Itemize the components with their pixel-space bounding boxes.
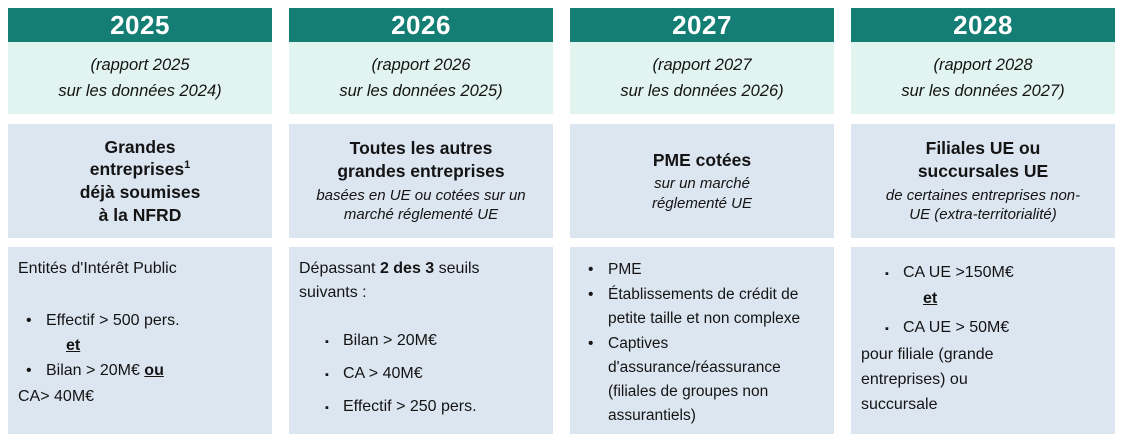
- scope-panel-2026: Toutes les autres grandes entreprises ba…: [289, 124, 553, 238]
- criteria-item: • Bilan > 20M€ ou: [18, 359, 264, 383]
- footnote-marker: 1: [184, 159, 191, 172]
- criteria-text: Effectif > 250 pers.: [343, 398, 477, 415]
- scope-subtitle-2028: de certaines entreprises non-UE (extra-t…: [885, 186, 1081, 224]
- criteria-item: ▪ Effectif > 250 pers.: [319, 395, 545, 419]
- report-note-2026: (rapport 2026 sur les données 2025): [289, 42, 553, 114]
- criteria-text: Effectif > 500 pers.: [46, 312, 180, 329]
- criteria-text: CA UE > 50M€: [903, 318, 1010, 336]
- scope-panel-2028: Filiales UE ou succursales UE de certain…: [851, 124, 1115, 238]
- year-header-2026: 2026: [289, 8, 553, 42]
- column-2027: 2027 (rapport 2027 sur les données 2026)…: [570, 8, 834, 440]
- criteria-text: Bilan > 20M€ ou: [46, 359, 164, 383]
- scope-panel-2025: Grandes entreprises1 déjà soumises à la N…: [8, 124, 272, 238]
- scope-subtitle-2026: basées en UE ou cotées sur un marché rég…: [316, 186, 526, 224]
- criteria-item: ▪ CA > 40M€: [319, 362, 545, 386]
- scope-subtitle-2027: sur un marché réglementé UE: [651, 175, 753, 212]
- scope-title-text: Grandes entreprises: [89, 136, 185, 180]
- criteria-item: • PME: [580, 258, 826, 282]
- square-bullet-icon: ▪: [325, 402, 329, 414]
- report-note-line-1: (rapport 2028: [933, 55, 1033, 74]
- criteria-conjunction-line: et: [66, 334, 264, 358]
- round-bullet-icon: •: [588, 261, 594, 278]
- criteria-text: PME: [608, 261, 642, 278]
- criteria-intro-2026: Dépassant 2 des 3 seuils suivants :: [299, 257, 534, 305]
- intro-text-post: seuils suivants :: [299, 260, 480, 301]
- report-note-line-1: (rapport 2026: [371, 55, 471, 74]
- criteria-panel-2025: Entités d'Intérêt Public • Effectif > 50…: [8, 247, 272, 435]
- csrd-timeline-table: 2025 (rapport 2025 sur les données 2024)…: [8, 8, 1115, 435]
- criteria-text: Bilan > 20M€: [343, 332, 437, 349]
- report-note-2028: (rapport 2028 sur les données 2027): [851, 42, 1115, 114]
- square-bullet-icon: ▪: [885, 322, 889, 335]
- criteria-item: • Effectif > 500 pers.: [18, 309, 264, 333]
- intro-text-bold: 2 des 3: [379, 260, 435, 277]
- scope-title-rest: déjà soumises à la NFRD: [79, 182, 201, 225]
- report-note-2027: (rapport 2027 sur les données 2026): [570, 42, 834, 114]
- criteria-conjunction-line: et: [923, 287, 1107, 312]
- criteria-intro-2025: Entités d'Intérêt Public: [18, 260, 177, 277]
- report-note-line-1: (rapport 2027: [652, 55, 752, 74]
- criteria-continuation: CA> 40M€: [18, 388, 95, 405]
- report-note-line-2: sur les données 2025): [339, 82, 503, 100]
- criteria-text: Établissements de crédit de petite taill…: [608, 286, 801, 328]
- criteria-item: ▪ Bilan > 20M€: [319, 329, 545, 353]
- criteria-text: Captives d'assurance/réassurance (filial…: [608, 335, 781, 425]
- report-note-line-2: sur les données 2027): [901, 82, 1065, 100]
- criteria-item: • Établissements de crédit de petite tai…: [580, 283, 826, 331]
- year-header-2028: 2028: [851, 8, 1115, 42]
- report-note-2025: (rapport 2025 sur les données 2024): [8, 42, 272, 114]
- scope-title-2028: Filiales UE ou succursales UE: [917, 138, 1049, 181]
- scope-panel-2027: PME cotées sur un marché réglementé UE: [570, 124, 834, 238]
- column-2028: 2028 (rapport 2028 sur les données 2027)…: [851, 8, 1115, 440]
- intro-text-pre: Dépassant: [299, 260, 380, 277]
- round-bullet-icon: •: [588, 286, 594, 304]
- criteria-item: • Captives d'assurance/réassurance (fili…: [580, 332, 826, 428]
- criteria-text: CA UE >150M€: [903, 264, 1014, 281]
- column-2026: 2026 (rapport 2026 sur les données 2025)…: [289, 8, 553, 440]
- criteria-panel-2028: ▪ CA UE >150M€ et ▪ CA UE > 50M€ pour fi…: [851, 247, 1115, 435]
- round-bullet-icon: •: [26, 312, 32, 329]
- criteria-panel-2026: Dépassant 2 des 3 seuils suivants : ▪ Bi…: [289, 247, 553, 435]
- criteria-item: ▪ CA UE > 50M€: [879, 316, 1107, 341]
- scope-title-2025: Grandes entreprises1 déjà soumises à la N…: [74, 136, 206, 227]
- square-bullet-icon: ▪: [885, 268, 889, 280]
- scope-title-2027: PME cotées: [652, 149, 752, 170]
- criteria-footer: pour filiale (grande entreprises) ou suc…: [861, 346, 994, 413]
- square-bullet-icon: ▪: [325, 369, 329, 381]
- column-2025: 2025 (rapport 2025 sur les données 2024)…: [8, 8, 272, 440]
- square-bullet-icon: ▪: [325, 336, 329, 348]
- criteria-item: ▪ CA UE >150M€: [879, 261, 1107, 286]
- round-bullet-icon: •: [26, 362, 32, 379]
- conjunction-ou: ou: [144, 362, 164, 379]
- criteria-panel-2027: • PME • Établissements de crédit de peti…: [570, 247, 834, 435]
- conjunction-et: et: [923, 289, 938, 307]
- scope-title-2026: Toutes les autres grandes entreprises: [337, 138, 505, 181]
- conjunction-et: et: [66, 337, 81, 354]
- year-header-2027: 2027: [570, 8, 834, 42]
- report-note-line-1: (rapport 2025: [90, 55, 190, 74]
- year-header-2025: 2025: [8, 8, 272, 42]
- criteria-text: CA > 40M€: [343, 365, 423, 382]
- report-note-line-2: sur les données 2026): [620, 82, 784, 100]
- criteria-text-part: Bilan > 20M€: [46, 362, 140, 379]
- round-bullet-icon: •: [588, 335, 594, 353]
- report-note-line-2: sur les données 2024): [58, 82, 222, 100]
